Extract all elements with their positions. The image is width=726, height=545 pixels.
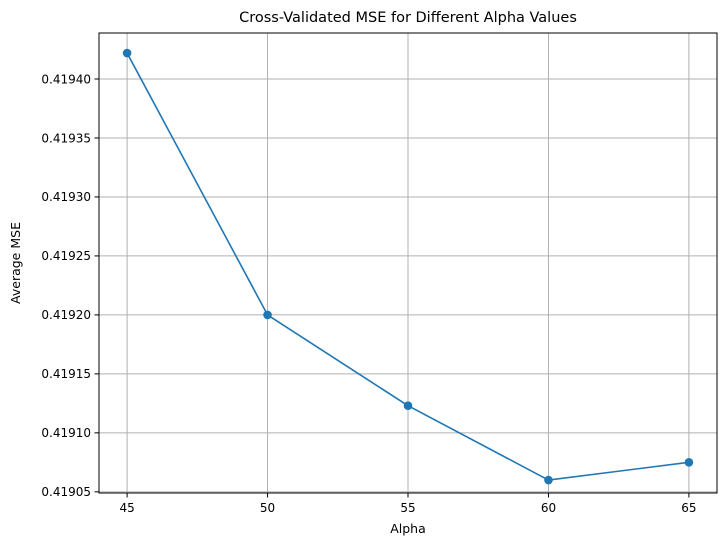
y-tick-label: 0.41935 — [41, 131, 91, 145]
x-tick-label: 65 — [681, 501, 696, 515]
data-point — [263, 310, 272, 320]
data-point — [403, 401, 413, 411]
y-tick-label: 0.41915 — [41, 367, 91, 381]
y-tick-label: 0.41905 — [41, 485, 91, 499]
data-point — [684, 458, 694, 467]
x-tick-label: 50 — [260, 501, 275, 515]
data-point — [122, 48, 132, 58]
y-tick-label: 0.41910 — [41, 426, 91, 440]
y-tick-label: 0.41940 — [41, 72, 91, 86]
x-tick-label: 55 — [400, 501, 415, 515]
y-tick-label: 0.41925 — [41, 249, 91, 263]
y-axis-label: Average MSE — [8, 222, 23, 304]
y-tick-label: 0.41930 — [41, 190, 91, 204]
axis-ticks: 45 50 55 60 65 0.41905 0.41910 0.41915 0.41920 0.… — [41, 72, 696, 515]
chart-title: Cross-Validated MSE for Different Alpha … — [239, 10, 577, 26]
x-tick-label: 45 — [119, 501, 134, 515]
data-series — [122, 48, 694, 485]
y-tick-label: 0.41920 — [41, 308, 91, 322]
x-axis-label: Alpha — [390, 521, 426, 536]
data-point — [544, 475, 553, 485]
x-tick-label: 60 — [541, 501, 556, 515]
grid-lines — [99, 33, 717, 493]
